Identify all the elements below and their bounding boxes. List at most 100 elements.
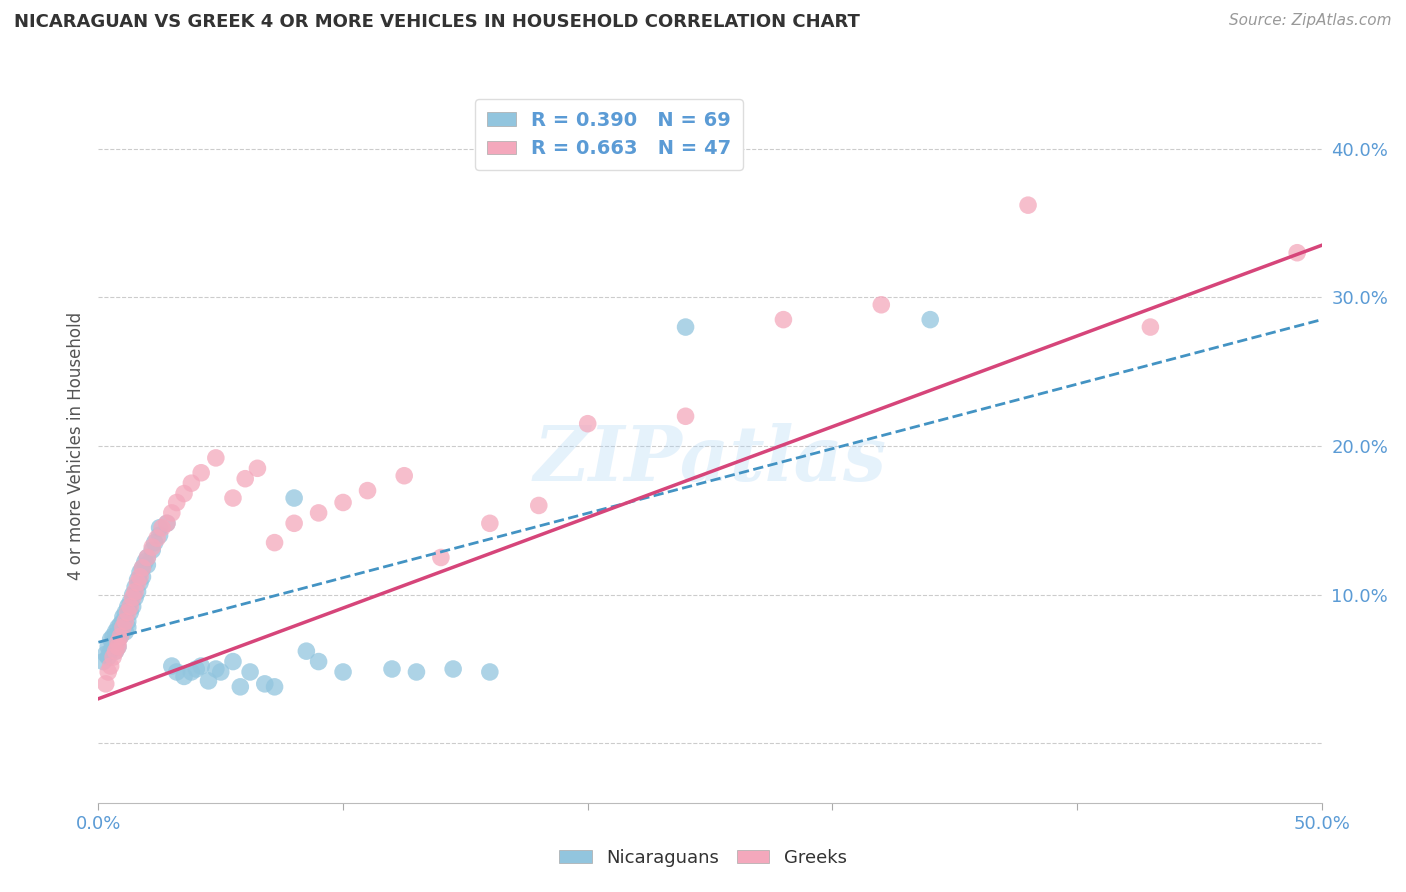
- Point: [121, 599, 143, 614]
- Point: [283, 491, 305, 505]
- Point: [94, 647, 117, 661]
- Point: [100, 632, 122, 647]
- Point: [136, 558, 159, 572]
- Point: [141, 540, 163, 554]
- Point: [229, 680, 252, 694]
- Point: [134, 555, 156, 569]
- Point: [136, 550, 159, 565]
- Point: [111, 620, 134, 634]
- Point: [104, 624, 127, 639]
- Point: [129, 566, 152, 580]
- Point: [107, 640, 129, 654]
- Point: [149, 528, 172, 542]
- Point: [253, 677, 276, 691]
- Point: [146, 531, 169, 545]
- Point: [263, 680, 285, 694]
- Point: [129, 575, 152, 590]
- Legend: Nicaraguans, Greeks: Nicaraguans, Greeks: [553, 842, 853, 874]
- Point: [186, 662, 208, 676]
- Point: [920, 312, 942, 326]
- Point: [100, 644, 122, 658]
- Point: [97, 640, 120, 654]
- Point: [430, 550, 453, 565]
- Point: [117, 599, 139, 614]
- Point: [107, 620, 129, 634]
- Point: [478, 516, 501, 531]
- Point: [675, 409, 697, 424]
- Point: [197, 673, 219, 688]
- Point: [205, 662, 228, 676]
- Point: [246, 461, 269, 475]
- Point: [149, 521, 172, 535]
- Point: [173, 486, 195, 500]
- Point: [111, 615, 134, 629]
- Point: [332, 495, 354, 509]
- Point: [107, 635, 129, 649]
- Point: [332, 665, 354, 679]
- Point: [117, 615, 139, 629]
- Point: [107, 632, 129, 647]
- Point: [120, 599, 142, 614]
- Point: [111, 610, 134, 624]
- Point: [117, 606, 139, 620]
- Point: [100, 659, 122, 673]
- Point: [381, 662, 404, 676]
- Point: [222, 655, 245, 669]
- Point: [91, 655, 114, 669]
- Point: [166, 495, 188, 509]
- Point: [441, 662, 464, 676]
- Point: [101, 650, 124, 665]
- Legend: R = 0.390   N = 69, R = 0.663   N = 47: R = 0.390 N = 69, R = 0.663 N = 47: [475, 99, 744, 170]
- Point: [156, 516, 179, 531]
- Point: [166, 665, 188, 679]
- Point: [101, 640, 124, 654]
- Text: NICARAGUAN VS GREEK 4 OR MORE VEHICLES IN HOUSEHOLD CORRELATION CHART: NICARAGUAN VS GREEK 4 OR MORE VEHICLES I…: [14, 13, 860, 31]
- Point: [114, 624, 136, 639]
- Point: [120, 595, 142, 609]
- Point: [675, 320, 697, 334]
- Point: [127, 584, 149, 599]
- Point: [160, 659, 183, 673]
- Point: [283, 516, 305, 531]
- Point: [1017, 198, 1039, 212]
- Point: [190, 466, 212, 480]
- Point: [141, 543, 163, 558]
- Y-axis label: 4 or more Vehicles in Household: 4 or more Vehicles in Household: [66, 312, 84, 580]
- Point: [136, 550, 159, 565]
- Point: [870, 298, 893, 312]
- Point: [124, 580, 146, 594]
- Point: [114, 615, 136, 629]
- Point: [127, 573, 149, 587]
- Point: [131, 561, 153, 575]
- Point: [222, 491, 245, 505]
- Point: [156, 516, 179, 531]
- Point: [101, 635, 124, 649]
- Point: [160, 506, 183, 520]
- Point: [104, 635, 127, 649]
- Point: [1139, 320, 1161, 334]
- Point: [110, 617, 132, 632]
- Point: [173, 669, 195, 683]
- Point: [110, 629, 132, 643]
- Point: [104, 644, 127, 658]
- Text: Source: ZipAtlas.com: Source: ZipAtlas.com: [1229, 13, 1392, 29]
- Point: [143, 535, 166, 549]
- Point: [104, 644, 127, 658]
- Point: [205, 450, 228, 465]
- Point: [97, 650, 120, 665]
- Point: [121, 588, 143, 602]
- Point: [308, 655, 330, 669]
- Point: [392, 468, 416, 483]
- Point: [131, 570, 153, 584]
- Point: [180, 665, 202, 679]
- Point: [180, 476, 202, 491]
- Point: [772, 312, 794, 326]
- Point: [527, 499, 550, 513]
- Point: [356, 483, 378, 498]
- Point: [127, 575, 149, 590]
- Point: [209, 665, 232, 679]
- Point: [131, 561, 153, 575]
- Point: [94, 677, 117, 691]
- Point: [111, 620, 134, 634]
- Point: [124, 591, 146, 605]
